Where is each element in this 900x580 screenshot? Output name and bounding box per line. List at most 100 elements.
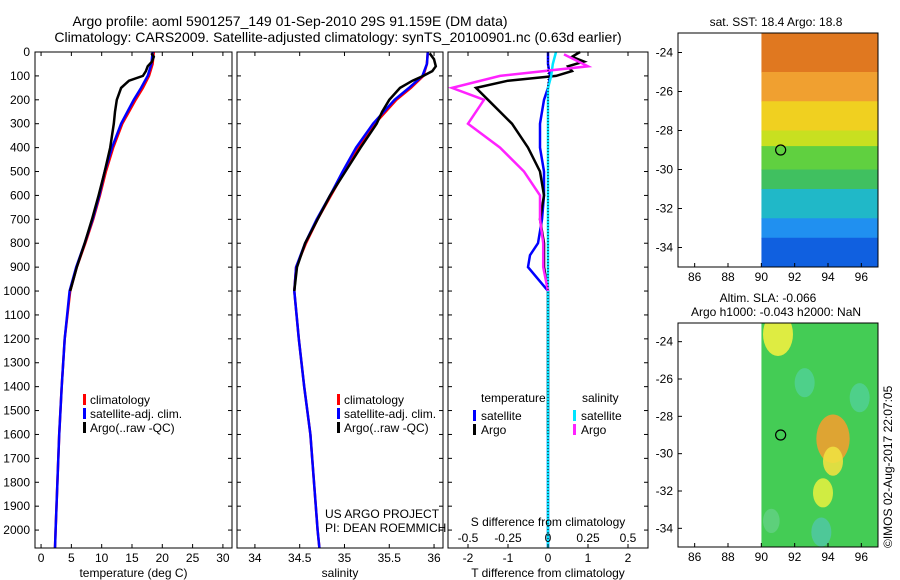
legend-swatch [337, 394, 340, 405]
legend-label: Argo(..raw -QC) [90, 421, 175, 435]
y-tick-label: 0 [23, 45, 30, 59]
y-tick-label: 1400 [3, 380, 30, 394]
legend-label: Argo(..raw -QC) [344, 421, 429, 435]
y-tick-label: -32 [656, 484, 674, 498]
plot-frame [34, 51, 233, 549]
x-tick-label: 90 [755, 270, 769, 284]
sla-anomaly-blob [794, 368, 815, 398]
y-tick-label: -34 [656, 241, 674, 255]
annotation-project: US ARGO PROJECT [325, 507, 440, 521]
sla-anomaly-blob [849, 383, 870, 413]
title-line1: Argo profile: aoml 5901257_149 01-Sep-20… [72, 13, 507, 29]
title-line2: Climatology: CARS2009. Satellite-adjuste… [54, 29, 621, 45]
y-tick-label: 700 [10, 212, 30, 226]
sla-anomaly-blob [763, 323, 793, 357]
argo-position-marker [775, 429, 787, 441]
y-tick-label: 1900 [3, 499, 30, 513]
x-axis-label: temperature (deg C) [79, 566, 187, 580]
y-tick-label: 200 [10, 93, 30, 107]
legend-swatch [83, 422, 86, 433]
x-tick-label: 92 [788, 270, 802, 284]
legend-swatch [83, 394, 86, 405]
y-tick-label: 1100 [4, 308, 30, 322]
x-top-tick-label: 0.25 [576, 531, 600, 545]
plot-frame [236, 51, 444, 549]
sla-anomaly-blob [823, 446, 843, 476]
sst-band [761, 218, 878, 239]
x-tick-label: 5 [68, 551, 75, 565]
sst-band [761, 146, 878, 171]
y-tick-label: -28 [656, 409, 674, 423]
legend-label: satellite [481, 409, 522, 423]
y-tick-label: 1600 [3, 427, 30, 441]
x-axis-label-salinity: S difference from climatology [471, 515, 626, 529]
map-data [761, 33, 878, 267]
legend-label: Argo [481, 423, 507, 437]
sst-band [761, 33, 878, 73]
legend-swatch [473, 410, 476, 421]
x-tick-label: 34 [248, 551, 262, 565]
sla-anomaly-blob [816, 414, 850, 463]
map-data [761, 323, 878, 547]
map-subtitle: Argo h1000: -0.043 h2000: NaN [691, 305, 861, 319]
series-line-argo-raw-qc- [293, 52, 438, 292]
x-tick-label: 96 [855, 270, 869, 284]
legend-label: climatology [90, 393, 150, 407]
y-tick-label: -32 [656, 202, 674, 216]
x-axis-label: salinity [322, 566, 359, 580]
credit-stamp: ©IMOS 02-Aug-2017 22:07:05 [881, 385, 895, 548]
x-tick-label: 15 [125, 551, 139, 565]
x-tick-label: 96 [855, 550, 869, 564]
x-top-tick-label: 0 [545, 531, 552, 545]
series-line-salinity-argo [447, 53, 593, 292]
temperature-panel: 0 5 10 15 20 25 30 temperature (deg C) 0 100 200 30… [3, 45, 233, 580]
map-frame [677, 322, 879, 548]
x-tick-label: 0 [545, 551, 552, 565]
x-tick-label: 35.5 [378, 551, 402, 565]
x-tick-label: 90 [755, 550, 769, 564]
y-tick-label: 1500 [3, 404, 30, 418]
sst-band [761, 169, 878, 190]
sst-band [761, 72, 878, 103]
sla-anomaly-blob [763, 508, 780, 533]
y-tick-label: -30 [656, 163, 674, 177]
y-tick-label: 900 [10, 260, 30, 274]
y-tick-label: -24 [656, 335, 674, 349]
salinity-panel: 34 34.5 35 35.5 36 salinity climatologysatelli… [236, 51, 446, 580]
series-line-argo-raw-qc- [68, 52, 156, 292]
x-tick-label: -1 [503, 551, 514, 565]
legend-label: satellite-adj. clim. [344, 407, 436, 421]
series-line-satellite-adj-clim- [293, 51, 430, 549]
legend-swatch [473, 424, 476, 435]
legend-swatch [573, 424, 576, 435]
x-axis-label: T difference from climatology [471, 566, 625, 580]
legend-header-salinity: salinity [582, 391, 619, 405]
y-tick-label: -34 [656, 521, 674, 535]
argo-position-marker [775, 144, 787, 156]
y-tick-label: 1200 [3, 332, 30, 346]
legend-label: Argo [581, 423, 607, 437]
legend-header-temperature: temperature [481, 391, 546, 405]
x-tick-label: 86 [688, 270, 702, 284]
x-tick-label: -2 [463, 551, 474, 565]
y-tick-label: -24 [656, 46, 674, 60]
y-tick-label: 1700 [3, 451, 30, 465]
legend-swatch [337, 408, 340, 419]
x-tick-label: 30 [216, 551, 230, 565]
legend-label: climatology [344, 393, 404, 407]
y-tick-label: -26 [656, 372, 674, 386]
x-tick-label: 2 [625, 551, 632, 565]
map-frame [677, 32, 879, 268]
y-tick-label: 500 [10, 165, 30, 179]
sla-map-panel: 86 88 90 92 94 96 -24 -26 -28 -30 -32 -34 Altim. SLA… [656, 291, 879, 564]
x-tick-label: 1 [585, 551, 592, 565]
x-tick-label: 88 [721, 270, 735, 284]
x-tick-label: 88 [721, 550, 735, 564]
y-tick-label: 400 [10, 141, 30, 155]
sst-band [761, 189, 878, 220]
x-top-tick-label: -0.5 [458, 531, 479, 545]
y-tick-label: 600 [10, 188, 30, 202]
y-tick-label: 2000 [3, 523, 30, 537]
sla-anomaly-blob [811, 517, 832, 547]
